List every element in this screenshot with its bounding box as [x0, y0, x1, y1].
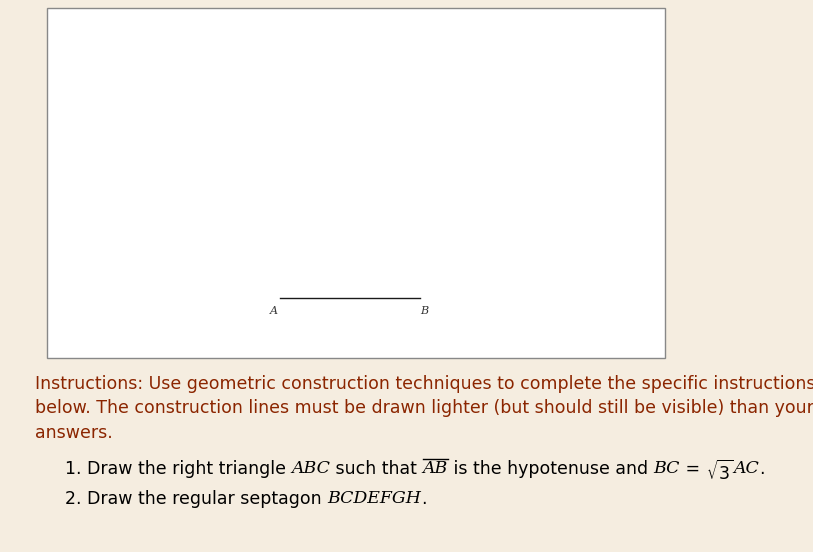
- Text: such that: such that: [330, 460, 423, 478]
- Text: .: .: [421, 490, 427, 508]
- Text: B: B: [420, 306, 428, 316]
- Text: AB: AB: [423, 460, 448, 477]
- Text: 2. Draw the regular septagon: 2. Draw the regular septagon: [65, 490, 327, 508]
- Text: =: =: [680, 460, 706, 478]
- Text: $\sqrt{3}$: $\sqrt{3}$: [706, 460, 733, 484]
- Bar: [47, 8, 665, 358]
- Text: AC: AC: [733, 460, 759, 477]
- Text: ABC: ABC: [292, 460, 330, 477]
- Text: A: A: [270, 306, 278, 316]
- Text: BCDEFGH: BCDEFGH: [327, 490, 421, 507]
- Text: .: .: [759, 460, 764, 478]
- Text: Instructions: Use geometric construction techniques to complete the specific ins: Instructions: Use geometric construction…: [35, 375, 813, 442]
- Text: BC: BC: [654, 460, 680, 477]
- Text: is the hypotenuse and: is the hypotenuse and: [448, 460, 654, 478]
- Text: 1. Draw the right triangle: 1. Draw the right triangle: [65, 460, 292, 478]
